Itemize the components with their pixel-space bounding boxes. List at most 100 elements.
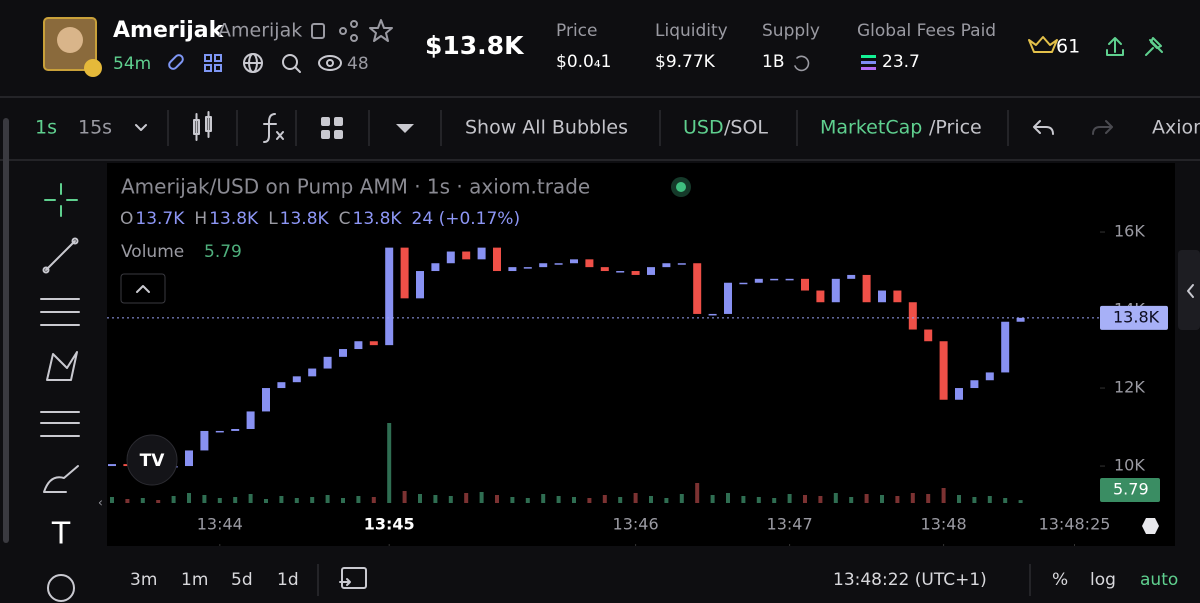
interval[interactable]: 15s (78, 117, 112, 139)
candle (801, 278, 809, 291)
bubbles-button[interactable]: Show All Bubbles (465, 117, 628, 139)
volume-bar (233, 497, 238, 503)
toolbar: 1s 15s Show All Bubbles USD /SOL MarketC… (0, 110, 1200, 161)
volume-axis-label: 5.79 (1113, 480, 1149, 499)
volume-bar (187, 493, 191, 503)
x-tick-label: 13:47 (767, 515, 813, 534)
ohlc-key: O (120, 209, 133, 229)
candle (600, 267, 609, 272)
volume-bar (664, 498, 669, 503)
clock: 13:48:22 (UTC+1) (833, 570, 987, 590)
chart-legend: Amerijak/USD on Pump AMM · 1s · axiom.tr… (120, 175, 1159, 534)
x-tick-label: 13:48:25 (1039, 515, 1111, 534)
x-tick-label: 13:44 (197, 515, 243, 534)
candle (385, 247, 394, 346)
redo-icon[interactable] (1092, 120, 1113, 135)
stat-value: $9.77K (655, 52, 716, 72)
pattern-tool[interactable] (46, 351, 78, 381)
collapse-button[interactable] (120, 273, 166, 304)
mode-alt[interactable]: /Price (929, 117, 982, 139)
ohlc-value: 13.8K (209, 209, 259, 229)
layout-icon[interactable] (321, 117, 343, 139)
volume-bar (140, 498, 145, 503)
stat-label: Supply (762, 21, 820, 41)
log-toggle[interactable]: log (1090, 570, 1116, 590)
drawing-tools: T ‹ (3, 118, 103, 602)
line-tool[interactable] (42, 237, 79, 274)
volume-bar (787, 494, 792, 503)
currency-active[interactable]: USD (683, 117, 724, 139)
fib-tool[interactable] (40, 411, 80, 437)
tv-logo-text: TV (140, 451, 166, 471)
candle (770, 278, 779, 281)
volume-bar (402, 491, 407, 503)
auto-toggle[interactable]: auto (1140, 570, 1178, 590)
volume-bar (633, 493, 638, 503)
candle (477, 247, 486, 260)
indicator-icon[interactable] (263, 113, 284, 143)
share-icon[interactable] (339, 20, 358, 42)
eye-icon[interactable] (318, 55, 342, 71)
settings-icon[interactable] (1142, 518, 1159, 534)
candle (785, 278, 794, 281)
stat-value: 1B (762, 52, 784, 72)
text-tool[interactable]: T (51, 517, 71, 552)
side-arrow[interactable] (1187, 284, 1194, 298)
candle-icon[interactable] (193, 111, 212, 141)
volume-bar (556, 496, 561, 503)
range[interactable]: 1m (181, 570, 208, 590)
tv-logo[interactable] (126, 434, 178, 486)
volume-bar (864, 494, 869, 503)
price-label: 13.8K (1113, 307, 1160, 326)
candle (185, 450, 193, 467)
crown-icon[interactable] (1028, 36, 1058, 53)
candle (493, 247, 501, 272)
volume-bar (448, 496, 453, 503)
footer: 3m 1m 5d 1d 13:48:22 (UTC+1) % log auto (130, 564, 1178, 596)
mode-active[interactable]: MarketCap (820, 117, 922, 139)
candle (246, 411, 255, 429)
ohlc-change: 24 (+0.17%) (412, 209, 521, 229)
undo-icon[interactable] (1033, 120, 1054, 135)
percent-toggle[interactable]: % (1052, 570, 1068, 590)
copy-icon[interactable] (311, 23, 325, 39)
chevron[interactable] (135, 124, 147, 131)
link-icon[interactable] (168, 54, 185, 71)
web-icon[interactable] (243, 53, 263, 73)
collapse-icon[interactable] (136, 285, 150, 293)
token-name: Amerijak (113, 18, 225, 43)
volume-bar (587, 498, 592, 503)
plot: 10K12K14K16K13:4413:4513:4613:4713:4813:… (107, 222, 1168, 546)
lines-tool[interactable] (40, 298, 80, 326)
volume-bar (756, 497, 761, 503)
sol-icon (861, 55, 876, 70)
refresh-icon[interactable] (794, 55, 810, 72)
brand-button[interactable]: Axiom (1152, 117, 1200, 139)
candle (616, 271, 625, 273)
y-tick-label: 12K (1114, 378, 1145, 397)
collapse-arrow[interactable]: ‹ (98, 496, 103, 510)
crosshair-tool[interactable] (44, 183, 78, 217)
ohlc-value: 13.8K (280, 209, 330, 229)
interval[interactable]: 1s (35, 117, 57, 139)
candle (400, 247, 409, 299)
holders-icon[interactable] (204, 54, 222, 72)
range[interactable]: 3m (130, 570, 157, 590)
volume-bar (741, 496, 746, 503)
candle (108, 464, 116, 467)
scrollbar[interactable] (3, 118, 9, 543)
share-up-icon[interactable] (1106, 37, 1124, 56)
range[interactable]: 5d (231, 570, 253, 590)
candle (416, 271, 424, 299)
emoji-tool[interactable] (47, 574, 75, 602)
volume-bar (957, 495, 961, 503)
brush-tool[interactable] (43, 465, 79, 493)
goto-icon[interactable] (339, 567, 367, 589)
volume-bar (880, 495, 884, 503)
currency-alt[interactable]: /SOL (724, 117, 768, 139)
search-icon[interactable] (282, 54, 301, 73)
pin-icon[interactable] (1145, 37, 1163, 56)
dropdown-icon[interactable] (396, 124, 414, 133)
star-icon[interactable] (369, 19, 393, 42)
range[interactable]: 1d (277, 570, 299, 590)
